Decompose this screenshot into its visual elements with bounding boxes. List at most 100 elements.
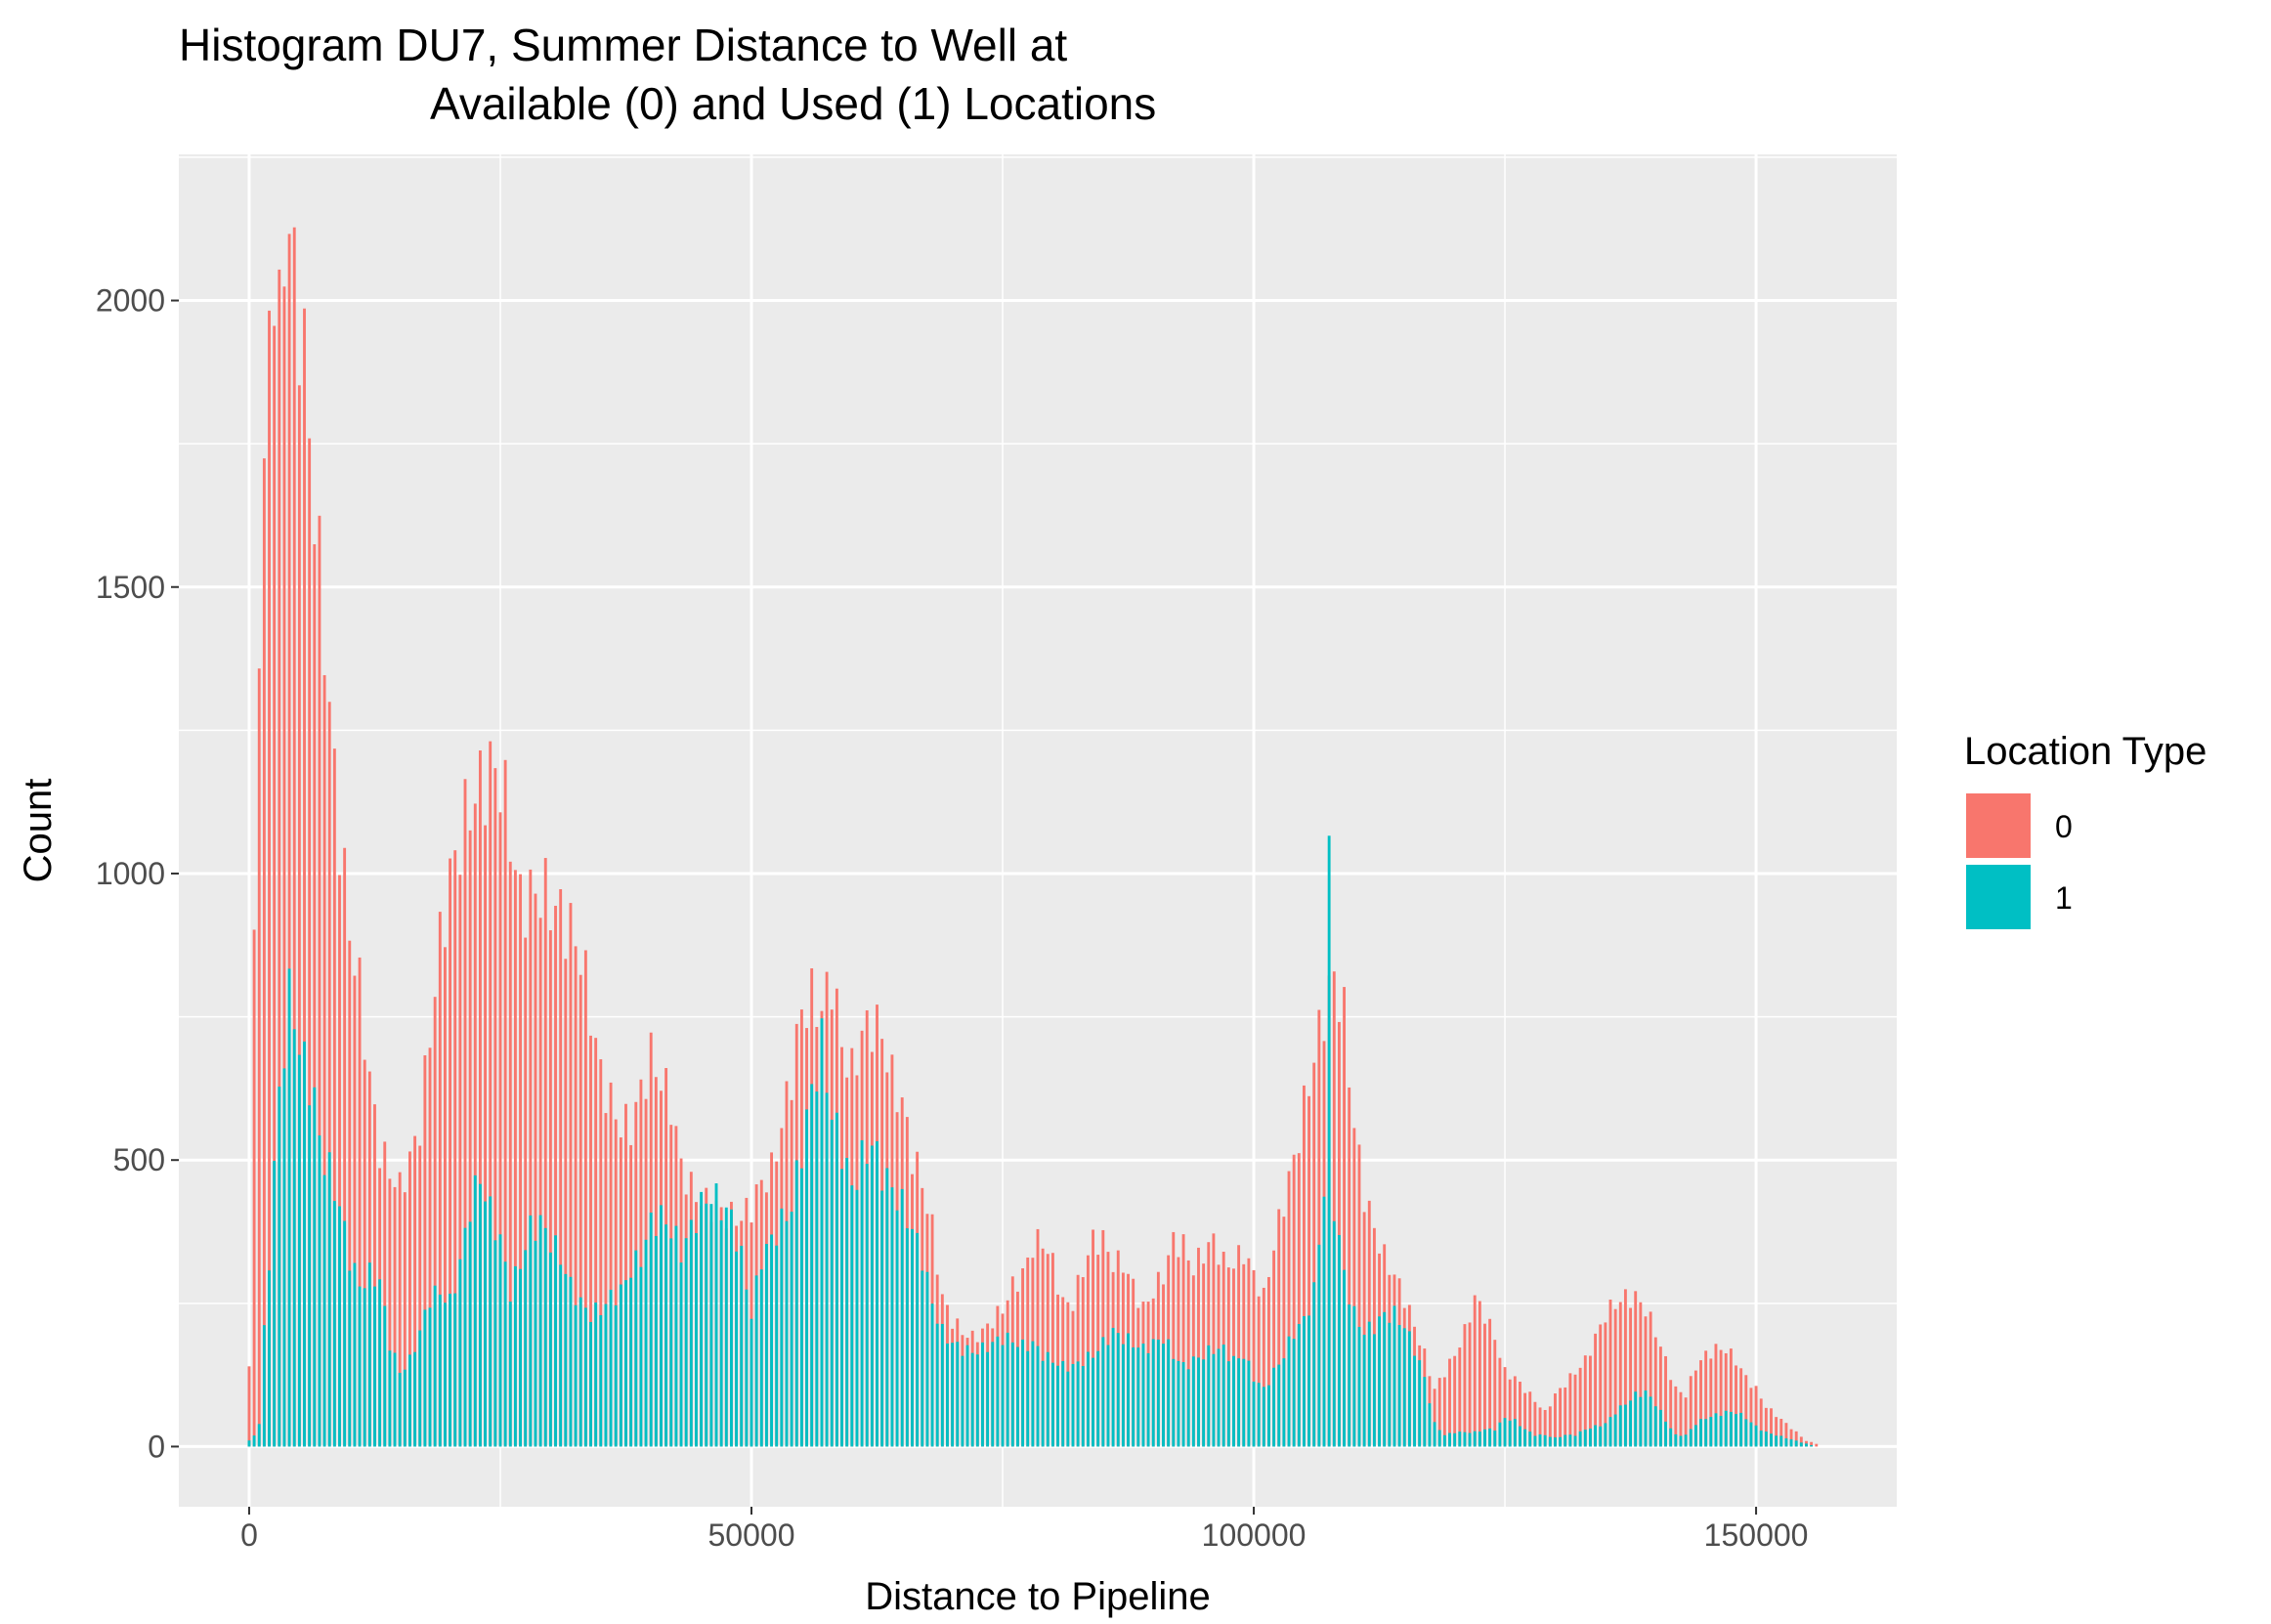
histogram-bar	[1508, 1379, 1512, 1447]
histogram-bar	[1202, 1263, 1206, 1447]
histogram-bar	[1433, 1422, 1436, 1447]
histogram-bar	[1121, 1344, 1125, 1447]
histogram-bar	[845, 1157, 849, 1447]
histogram-bar	[1775, 1435, 1778, 1447]
histogram-bar	[287, 968, 291, 1447]
histogram-bar	[1407, 1331, 1411, 1447]
histogram-bar	[287, 234, 291, 1447]
histogram-bar	[1554, 1437, 1557, 1447]
histogram-bar	[332, 748, 336, 1447]
histogram-bar	[1061, 1361, 1065, 1447]
histogram-bar	[1744, 1375, 1748, 1447]
histogram-bar	[1352, 1305, 1356, 1447]
histogram-bar	[1644, 1316, 1648, 1447]
histogram-bar	[1498, 1422, 1502, 1447]
histogram-bar	[1226, 1267, 1230, 1447]
histogram-bar	[1623, 1289, 1627, 1447]
histogram-bar	[493, 1240, 497, 1447]
histogram-bar	[1649, 1396, 1652, 1447]
histogram-bar	[996, 1336, 1000, 1447]
histogram-bar	[705, 1203, 708, 1447]
histogram-bar	[538, 918, 542, 1447]
histogram-bar	[1613, 1414, 1617, 1447]
histogram-bar	[940, 1323, 944, 1447]
x-axis-title: Distance to Pipeline	[865, 1575, 1211, 1618]
histogram-bar	[1402, 1328, 1406, 1447]
histogram-bar	[1343, 1269, 1347, 1447]
histogram-bar	[1172, 1358, 1176, 1447]
histogram-bar	[1608, 1299, 1612, 1447]
histogram-bar	[935, 1323, 939, 1447]
y-axis: 0 500 1000 1500 2000	[96, 283, 179, 1464]
histogram-bar	[1076, 1274, 1080, 1447]
histogram-bar	[1629, 1307, 1633, 1447]
histogram-bar	[524, 1250, 528, 1447]
x-tick-label: 0	[240, 1517, 258, 1553]
histogram-bar	[790, 1212, 793, 1447]
histogram-bar	[1588, 1429, 1592, 1447]
histogram-bar	[343, 847, 347, 1447]
histogram-bar	[1699, 1360, 1702, 1447]
histogram-bar	[609, 1082, 613, 1447]
histogram-bar	[438, 1294, 442, 1447]
histogram-bar	[449, 1293, 452, 1447]
histogram-bar	[1775, 1417, 1778, 1447]
histogram-bar	[484, 1201, 488, 1447]
histogram-bar	[1538, 1407, 1542, 1447]
histogram-bar	[529, 869, 533, 1447]
histogram-bar	[1458, 1347, 1462, 1447]
histogram-bar	[925, 1271, 929, 1447]
histogram-bar	[1498, 1357, 1502, 1447]
histogram-bar	[548, 930, 552, 1447]
histogram-bar	[1583, 1355, 1587, 1447]
histogram-bar	[900, 1188, 904, 1447]
histogram-bar	[654, 1235, 658, 1447]
histogram-bar	[1653, 1337, 1657, 1447]
histogram-bar	[583, 950, 587, 1447]
histogram-bar	[1247, 1360, 1251, 1447]
histogram-bar	[1307, 1315, 1311, 1447]
histogram-bar	[970, 1352, 974, 1447]
histogram-bar	[1759, 1431, 1763, 1447]
histogram-bar	[278, 269, 281, 1447]
histogram-bar	[282, 1068, 286, 1447]
histogram-bar	[433, 1285, 437, 1447]
histogram-bar	[1197, 1357, 1200, 1447]
histogram-bar	[674, 1225, 678, 1447]
histogram-bar	[1307, 1095, 1311, 1447]
histogram-bar	[1634, 1291, 1638, 1447]
histogram-bar	[468, 1221, 472, 1447]
histogram-bar	[1794, 1440, 1798, 1447]
series-1-bars	[247, 835, 1814, 1447]
histogram-bar	[332, 1201, 336, 1447]
histogram-bar	[1724, 1352, 1728, 1447]
histogram-bar	[1554, 1393, 1557, 1447]
histogram-bar	[1704, 1350, 1708, 1447]
histogram-bar	[1046, 1254, 1050, 1447]
histogram-bar	[870, 1145, 874, 1447]
histogram-bar	[262, 458, 266, 1447]
histogram-bar	[1693, 1425, 1697, 1447]
histogram-bar	[1212, 1233, 1216, 1447]
histogram-bar	[1649, 1311, 1652, 1447]
histogram-bar	[1594, 1425, 1598, 1447]
histogram-bar	[1428, 1403, 1432, 1447]
y-tick-label: 1500	[96, 570, 165, 605]
histogram-bar	[498, 1234, 502, 1447]
histogram-bar	[1674, 1433, 1678, 1447]
histogram-bar	[433, 997, 437, 1447]
histogram-bar	[1442, 1377, 1446, 1447]
histogram-bar	[1277, 1209, 1281, 1447]
histogram-bar	[1267, 1276, 1270, 1447]
histogram-bar	[594, 1038, 598, 1447]
histogram-bar	[569, 903, 573, 1447]
histogram-bar	[1397, 1325, 1401, 1447]
histogram-bar	[1729, 1411, 1733, 1447]
y-tick-label: 500	[113, 1142, 165, 1177]
histogram-bar	[1378, 1316, 1381, 1447]
histogram-bar	[1618, 1302, 1622, 1447]
histogram-bar	[1604, 1423, 1607, 1447]
histogram-bar	[449, 858, 452, 1447]
histogram-bar	[1257, 1296, 1261, 1447]
histogram-bar	[353, 1262, 357, 1447]
